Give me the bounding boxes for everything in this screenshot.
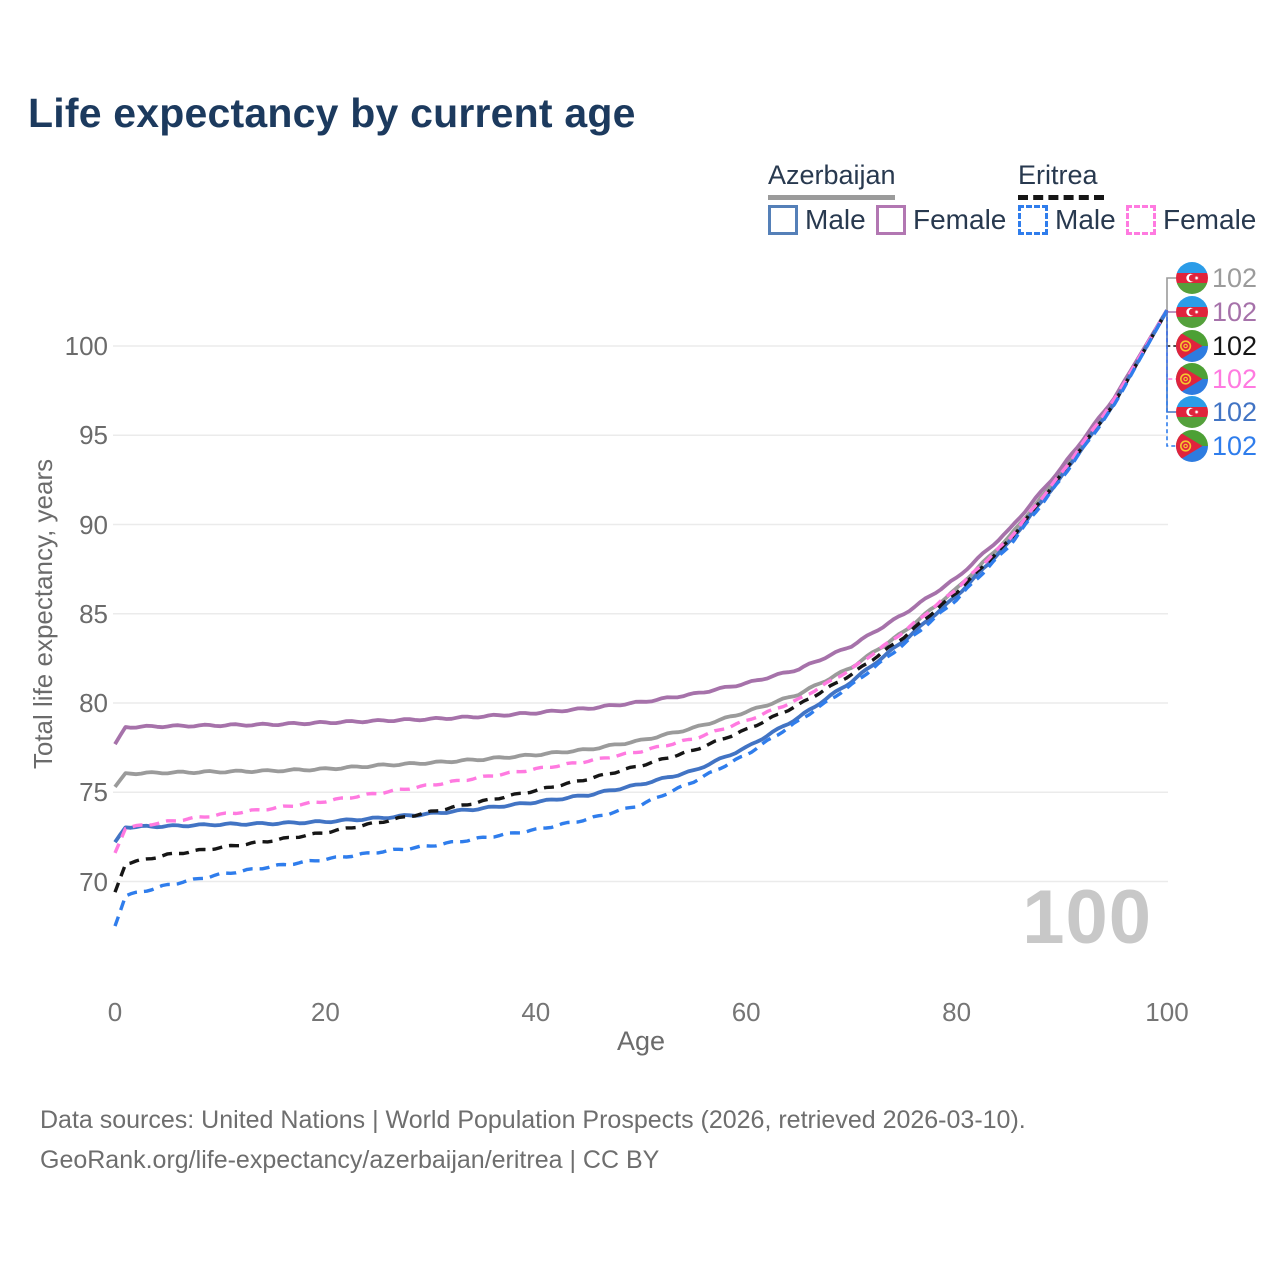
flag-azerbaijan-icon <box>1176 396 1208 428</box>
legend-group-azerbaijan: Azerbaijan <box>768 160 896 200</box>
leader-line <box>1166 277 1176 311</box>
flag-eritrea-icon <box>1176 363 1208 395</box>
y-tick-label-90: 90 <box>79 509 108 540</box>
legend-item-eritrea-female[interactable]: Female <box>1126 204 1256 236</box>
legend-label: Male <box>805 204 866 235</box>
y-tick-label-75: 75 <box>79 777 108 808</box>
end-value-label: 102 <box>1212 297 1257 327</box>
x-tick-label-60: 60 <box>731 997 761 1027</box>
legend-label: Female <box>913 204 1007 235</box>
series-line-azerbaijan-all[interactable] <box>113 309 1169 789</box>
page-title: Life expectancy by current age <box>28 90 636 136</box>
flag-azerbaijan-icon <box>1176 262 1208 294</box>
flag-eritrea-icon <box>1176 430 1208 462</box>
leader-line <box>1166 310 1176 380</box>
legend-underline-azerbaijan <box>768 195 895 200</box>
x-tick-label-80: 80 <box>942 997 972 1027</box>
x-tick-label-40: 40 <box>521 997 551 1027</box>
data-sources-text: Data sources: United Nations | World Pop… <box>40 1106 1026 1134</box>
legend-label: Female <box>1163 204 1257 235</box>
series-line-eritrea-female[interactable] <box>113 309 1169 854</box>
end-value-label: 102 <box>1212 397 1257 427</box>
flag-eritrea-icon <box>1176 330 1208 362</box>
legend-swatch-azerbaijan-male <box>768 205 798 235</box>
legend-item-azerbaijan-male[interactable]: Male <box>768 204 866 236</box>
legend-underline-eritrea <box>1018 195 1104 200</box>
x-axis-title: Age <box>616 1026 666 1056</box>
x-tick-label-20: 20 <box>310 997 340 1027</box>
y-tick-label-70: 70 <box>79 866 108 897</box>
legend-country-azerbaijan[interactable]: Azerbaijan <box>768 160 896 190</box>
leader-line <box>1166 310 1176 447</box>
y-axis-title: Total life expectancy, years <box>28 458 58 770</box>
legend-swatch-eritrea-female <box>1126 205 1156 235</box>
end-value-label: 102 <box>1212 431 1257 461</box>
leader-line <box>1166 310 1176 347</box>
end-value-label: 102 <box>1212 263 1257 293</box>
end-value-label: 102 <box>1212 331 1257 361</box>
hover-age-watermark: 100 <box>1022 875 1152 960</box>
flag-azerbaijan-icon <box>1176 296 1208 328</box>
legend-group-eritrea: Eritrea <box>1018 160 1104 200</box>
series-line-eritrea-all[interactable] <box>113 309 1169 893</box>
legend-item-azerbaijan-female[interactable]: Female <box>876 204 1006 236</box>
legend-item-eritrea-male[interactable]: Male <box>1018 204 1116 236</box>
source-url-text: GeoRank.org/life-expectancy/azerbaijan/e… <box>40 1146 660 1174</box>
series-line-azerbaijan-male[interactable] <box>113 309 1169 844</box>
series-line-azerbaijan-female[interactable] <box>113 309 1169 746</box>
x-tick-label-100: 100 <box>1145 997 1189 1027</box>
legend-country-eritrea[interactable]: Eritrea <box>1018 160 1098 190</box>
x-tick-label-0: 0 <box>107 997 123 1027</box>
end-value-label: 102 <box>1212 364 1257 394</box>
y-tick-label-95: 95 <box>79 420 108 451</box>
legend-label: Male <box>1055 204 1116 235</box>
y-tick-label-85: 85 <box>79 598 108 629</box>
y-tick-label-80: 80 <box>79 688 108 718</box>
y-tick-label-100: 100 <box>64 331 108 361</box>
series-line-eritrea-male[interactable] <box>113 309 1169 927</box>
legend-swatch-eritrea-male <box>1018 205 1048 235</box>
legend-swatch-azerbaijan-female <box>876 205 906 235</box>
leader-line <box>1166 310 1176 413</box>
